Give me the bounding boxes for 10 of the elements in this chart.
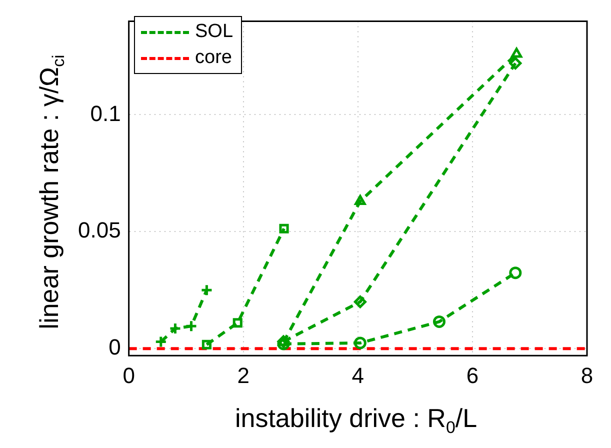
y-tick-label: 0.1 [90, 100, 121, 126]
legend-label: SOL [195, 21, 234, 43]
x-axis-title: instability drive : R$_{0}$/L [234, 403, 478, 440]
y-tick-label: 0 [108, 334, 121, 360]
legend-label: core [195, 47, 232, 69]
x-tick-label: 8 [580, 362, 594, 388]
x-tick-label: 6 [466, 362, 479, 388]
x-tick-label: 4 [352, 362, 364, 388]
y-tick-label: 0.05 [78, 218, 121, 243]
x-tick-label: 2 [237, 362, 250, 388]
